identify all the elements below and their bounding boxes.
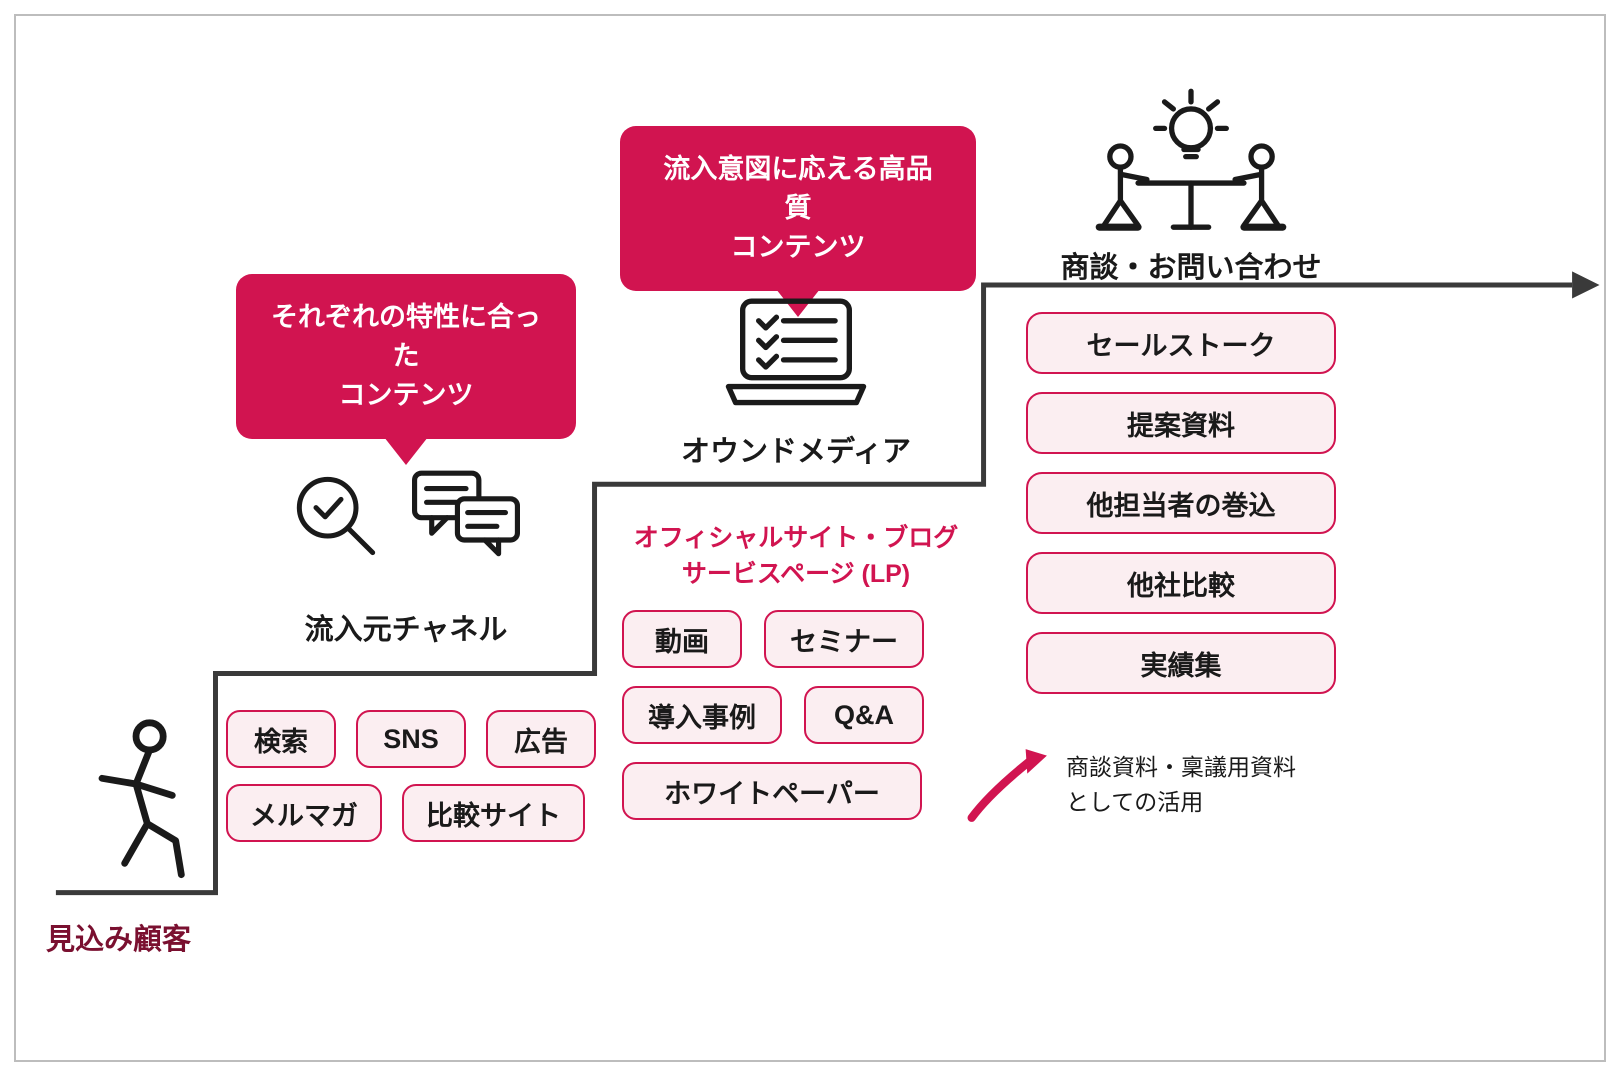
pill-stakeholder: 他担当者の巻込 bbox=[1026, 472, 1336, 534]
step2-callout-text: 流入意図に応える高品質 コンテンツ bbox=[663, 154, 932, 262]
pill-salestalk: セールストーク bbox=[1026, 312, 1336, 374]
step1-heading: 流入元チャネル bbox=[236, 606, 576, 648]
step2-heading: オウンドメディア bbox=[616, 428, 976, 470]
magnifier-check-icon bbox=[286, 466, 386, 566]
pill-compare: 比較サイト bbox=[402, 784, 585, 842]
step1-pills: 検索 SNS 広告 メルマガ 比較サイト bbox=[226, 710, 606, 842]
pill-qa: Q&A bbox=[804, 686, 924, 744]
step2-callout: 流入意図に応える高品質 コンテンツ bbox=[620, 126, 976, 291]
chat-bubbles-icon bbox=[406, 461, 526, 571]
diagram-frame: 見込み顧客 それぞれの特性に合った コンテンツ 流入元チャネル 検索 SNS 広… bbox=[14, 14, 1606, 1062]
step2-subheading: オフィシャルサイト・ブログ サービスページ (LP) bbox=[596, 518, 996, 590]
pill-search: 検索 bbox=[226, 710, 336, 768]
start-label: 見込み顧客 bbox=[46, 916, 191, 958]
pill-trackrecord: 実績集 bbox=[1026, 632, 1336, 694]
step1-callout-text: それぞれの特性に合った コンテンツ bbox=[271, 302, 541, 410]
step1-callout: それぞれの特性に合った コンテンツ bbox=[236, 274, 576, 439]
pill-competition: 他社比較 bbox=[1026, 552, 1336, 614]
pill-mailmag: メルマガ bbox=[226, 784, 382, 842]
pill-sns: SNS bbox=[356, 710, 466, 768]
step2-pills: 動画 セミナー 導入事例 Q&A ホワイトペーパー bbox=[622, 610, 982, 820]
step3-note: 商談資料・稟議用資料 としての活用 bbox=[1066, 750, 1366, 819]
pill-proposal: 提案資料 bbox=[1026, 392, 1336, 454]
pill-video: 動画 bbox=[622, 610, 742, 668]
curved-arrow-icon bbox=[956, 736, 1056, 826]
pill-whitepaper: ホワイトペーパー bbox=[622, 762, 922, 820]
step3-pills: セールストーク 提案資料 他担当者の巻込 他社比較 実績集 bbox=[1026, 312, 1336, 694]
step3-heading: 商談・お問い合わせ bbox=[1026, 244, 1356, 286]
pill-ads: 広告 bbox=[486, 710, 596, 768]
laptop-checklist-icon bbox=[716, 286, 876, 416]
pill-casestudy: 導入事例 bbox=[622, 686, 782, 744]
pill-seminar: セミナー bbox=[764, 610, 924, 668]
meeting-idea-icon bbox=[1076, 86, 1306, 236]
runner-icon bbox=[66, 716, 206, 886]
